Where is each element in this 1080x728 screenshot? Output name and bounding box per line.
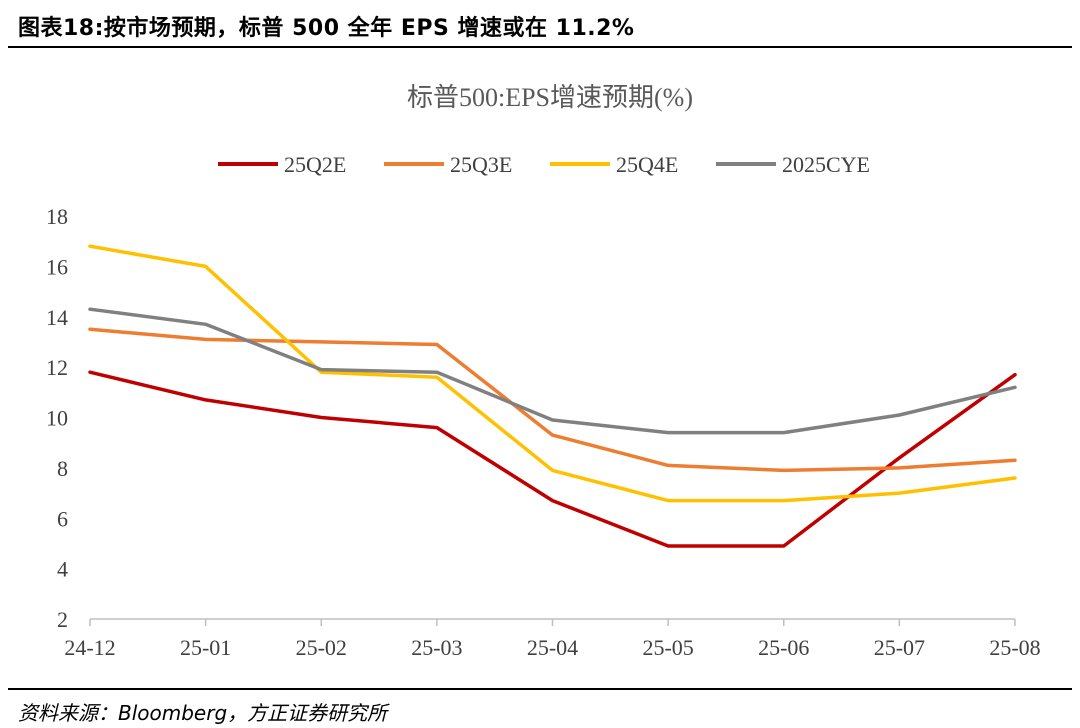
- figure-title: 图表18:按市场预期，标普 500 全年 EPS 增速或在 11.2%: [18, 16, 635, 41]
- y-tick-label: 10: [46, 406, 68, 431]
- y-tick-label: 12: [46, 355, 68, 380]
- legend-label: 25Q2E: [284, 152, 346, 177]
- top-rule: [8, 46, 1072, 48]
- x-tick-label: 25-04: [527, 635, 578, 660]
- y-tick-label: 8: [57, 456, 68, 481]
- x-tick-label: 25-05: [642, 635, 693, 660]
- bottom-rule: [8, 688, 1072, 690]
- series-line-25q2e: [88, 370, 1017, 548]
- series-layer: [88, 244, 1017, 548]
- y-tick-label: 18: [46, 204, 68, 229]
- y-tick-label: 2: [57, 607, 68, 632]
- source-note: 资料来源：Bloomberg，方正证券研究所: [18, 701, 388, 725]
- y-tick-label: 6: [57, 506, 68, 531]
- x-axis: 24-12 25-01 25-02 25-03 25-04 25-05 25-06 25-07…: [64, 618, 1041, 660]
- series-line-2025cye: [88, 307, 1017, 435]
- x-tick-label: 25-02: [296, 635, 347, 660]
- series-line-25q3e: [88, 327, 1017, 473]
- y-tick-label: 16: [46, 254, 68, 279]
- chart-title: 标普500:EPS增速预期(%): [407, 83, 693, 112]
- x-tick-label: 25-03: [411, 635, 462, 660]
- line-chart: 标普500:EPS增速预期(%) 25Q2E 25Q3E 25Q4E 2025CYE …: [46, 83, 1041, 660]
- y-tick-label: 14: [46, 305, 68, 330]
- legend-label: 2025CYE: [782, 152, 870, 177]
- x-tick-label: 25-07: [874, 635, 925, 660]
- x-tick-label: 25-01: [180, 635, 231, 660]
- legend: 25Q2E 25Q3E 25Q4E 2025CYE: [218, 152, 870, 177]
- legend-label: 25Q4E: [616, 152, 678, 177]
- series-line-25q4e: [88, 244, 1017, 503]
- x-tick-label: 25-08: [989, 635, 1040, 660]
- legend-label: 25Q3E: [450, 152, 512, 177]
- y-axis: 2 4 6 8 10 12 14 16 18: [46, 204, 68, 632]
- x-tick-label: 25-06: [758, 635, 809, 660]
- x-tick-label: 24-12: [64, 635, 115, 660]
- y-tick-label: 4: [57, 557, 68, 582]
